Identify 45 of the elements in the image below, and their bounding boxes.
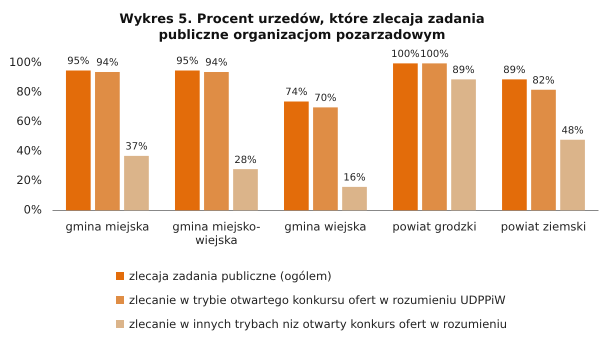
- y-tick-label: 80%: [16, 84, 42, 99]
- bar: [560, 140, 585, 210]
- data-label: 28%: [234, 154, 257, 166]
- data-label: 100%: [420, 48, 449, 60]
- data-label: 37%: [125, 142, 148, 153]
- data-label: 70%: [314, 92, 337, 104]
- data-label: 100%: [391, 48, 420, 60]
- bar: [393, 63, 418, 210]
- bar: [233, 169, 258, 210]
- x-tick-label: gmina miejska: [65, 219, 150, 234]
- y-tick-label: 60%: [16, 114, 42, 128]
- bar: [502, 79, 527, 210]
- bar: [174, 70, 200, 210]
- data-label: 74%: [285, 87, 308, 98]
- data-label: 95%: [176, 56, 198, 68]
- y-tick-label: 20%: [16, 172, 42, 187]
- x-tick-label: powiat ziemski: [500, 219, 586, 234]
- y-tick-label: 100%: [8, 55, 42, 70]
- bar: [313, 107, 338, 210]
- legend-label: zlecanie w trybie otwartego konkursu ofert w rozumieniu UDPPiW: [128, 292, 507, 309]
- bar: [284, 101, 309, 210]
- bar: [95, 72, 120, 210]
- data-label: 89%: [452, 64, 475, 76]
- data-label: 48%: [561, 125, 584, 136]
- y-tick-label: 0%: [24, 202, 42, 216]
- data-label: 89%: [503, 64, 526, 76]
- chart-title: Wykres 5. Procent urzedów, które zlecaja zadania publiczne organizacjom pozarzadowym: [119, 12, 485, 43]
- bar: [451, 79, 476, 210]
- bar: [531, 90, 556, 210]
- data-label: 95%: [67, 56, 90, 68]
- x-tick-label: gmina miejsko-wiejska: [172, 219, 260, 248]
- bar: [124, 156, 149, 210]
- legend-label: zlecaja zadania publiczne (ogólem): [128, 268, 333, 285]
- y-tick-label: 40%: [16, 144, 42, 158]
- x-tick-label: gmina wiejska: [284, 219, 366, 234]
- x-tick-label: powiat grodzki: [392, 219, 477, 234]
- legend-label: zlecanie w innych trybach niz otwarty konkurs ofert w rozumieniu: [128, 316, 508, 333]
- data-label: 94%: [96, 58, 119, 69]
- bar: [204, 72, 229, 210]
- data-label: 82%: [532, 75, 555, 86]
- bar: [342, 186, 367, 210]
- data-label: 94%: [205, 58, 228, 69]
- bar: [422, 63, 447, 210]
- data-label: 16%: [343, 172, 366, 184]
- bar: [66, 70, 91, 210]
